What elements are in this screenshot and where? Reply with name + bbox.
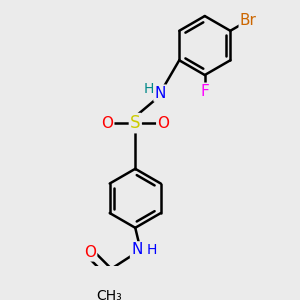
Text: H: H: [146, 243, 157, 257]
Text: O: O: [157, 116, 169, 130]
Text: O: O: [101, 116, 113, 130]
Text: CH₃: CH₃: [96, 289, 122, 300]
Text: Br: Br: [240, 13, 256, 28]
Text: N: N: [131, 242, 142, 257]
Text: O: O: [84, 245, 96, 260]
Text: S: S: [130, 114, 140, 132]
Text: F: F: [200, 84, 209, 99]
Text: H: H: [143, 82, 154, 96]
Text: N: N: [154, 86, 166, 101]
